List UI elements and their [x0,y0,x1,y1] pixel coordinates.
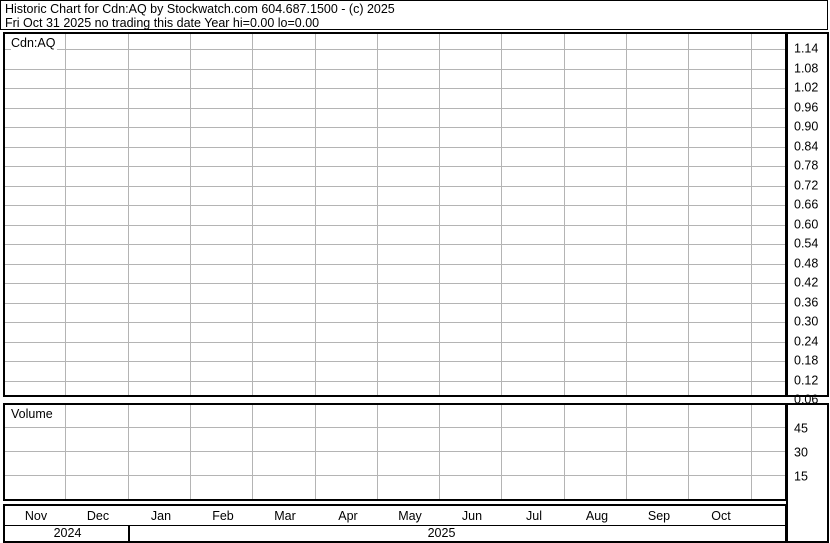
month-label: Apr [338,509,358,523]
month-label: Aug [585,509,609,523]
chart-subtitle: Fri Oct 31 2025 no trading this date Yea… [5,16,320,30]
vertical-gridline [751,405,752,499]
volume-axis: 45 30 15 [786,403,829,543]
vertical-gridline [315,405,316,499]
price-gridline [5,322,785,323]
vertical-gridline [501,34,502,395]
price-tick-label: 0.30 [794,314,819,329]
price-tick-label: 0.48 [794,256,819,271]
vertical-gridline [688,34,689,395]
price-tick-label: 0.36 [794,295,819,310]
vertical-gridline [751,34,752,395]
price-tick-label: 0.42 [794,275,819,290]
month-label: Mar [274,509,296,523]
year-label: 2024 [53,526,82,540]
vertical-gridline [190,405,191,499]
month-label: Oct [711,509,731,523]
vertical-gridline [315,34,316,395]
price-panel: Cdn:AQ [3,32,787,397]
price-axis: 1.14 1.08 1.02 0.96 0.90 0.84 0.78 0.72 0.66 0.60… [786,32,829,406]
price-tick-label: 1.14 [794,41,819,56]
vertical-gridline [626,34,627,395]
price-tick-label: 0.96 [794,100,819,115]
volume-tick-label: 15 [794,469,808,484]
price-gridline [5,264,785,265]
price-tick-label: 0.18 [794,353,819,368]
price-gridline [5,166,785,167]
vertical-gridline [65,405,66,499]
price-panel-label: Cdn:AQ [11,36,58,51]
volume-tick-label: 30 [794,445,808,460]
price-gridline [5,147,785,148]
month-label: Jan [150,509,172,523]
month-label: Dec [86,509,110,523]
price-gridline [5,225,785,226]
price-gridline [5,108,785,109]
volume-gridline [5,427,785,428]
month-label: Sep [647,509,671,523]
price-gridline [5,205,785,206]
price-gridline [5,88,785,89]
vertical-gridline [252,405,253,499]
price-gridline [5,381,785,382]
vertical-gridline [439,405,440,499]
price-tick-label: 1.08 [794,61,819,76]
vertical-gridline [564,405,565,499]
price-tick-label: 0.60 [794,217,819,232]
price-gridline [5,127,785,128]
vertical-gridline [252,34,253,395]
vertical-gridline [501,405,502,499]
vertical-gridline [377,405,378,499]
price-gridline [5,361,785,362]
price-tick-label: 0.84 [794,139,819,154]
vertical-gridline [626,405,627,499]
price-gridline [5,342,785,343]
price-gridline [5,69,785,70]
price-gridline [5,283,785,284]
vertical-gridline [128,405,129,499]
price-gridline [5,186,785,187]
price-tick-label: 1.02 [794,80,819,95]
price-tick-label: 0.90 [794,119,819,134]
vertical-gridline [377,34,378,395]
vertical-gridline [688,405,689,499]
volume-panel-label: Volume [11,407,55,422]
year-label: 2025 [427,526,456,540]
price-tick-label: 0.24 [794,334,819,349]
vertical-gridline [439,34,440,395]
price-tick-label: 0.54 [794,236,819,251]
price-tick-label: 0.66 [794,197,819,212]
price-gridline [5,49,785,50]
year-axis-band: 2024 2025 [3,525,787,543]
vertical-gridline [564,34,565,395]
vertical-gridline [65,34,66,395]
volume-gridline [5,475,785,476]
price-tick-label: 0.72 [794,178,819,193]
chart-title: Historic Chart for Cdn:AQ by Stockwatch.… [5,2,395,16]
month-label: Jun [461,509,483,523]
month-axis-band: Nov Dec Jan Feb Mar Apr May Jun Jul Aug Sep Oct [3,504,787,526]
volume-gridline [5,451,785,452]
month-label: May [398,509,422,523]
volume-tick-label: 45 [794,421,808,436]
volume-plot-area[interactable] [5,405,785,499]
price-tick-label: 0.12 [794,373,819,388]
volume-panel: Volume [3,403,787,501]
month-label: Jul [526,509,542,523]
month-label: Nov [24,509,48,523]
vertical-gridline [128,34,129,395]
chart-header: Historic Chart for Cdn:AQ by Stockwatch.… [0,0,828,30]
vertical-gridline [190,34,191,395]
price-tick-label: 0.78 [794,158,819,173]
price-plot-area[interactable] [5,34,785,395]
price-gridline [5,244,785,245]
month-label: Feb [212,509,234,523]
year-divider [128,526,130,541]
price-gridline [5,303,785,304]
price-tick-label: 0.06 [794,392,819,407]
